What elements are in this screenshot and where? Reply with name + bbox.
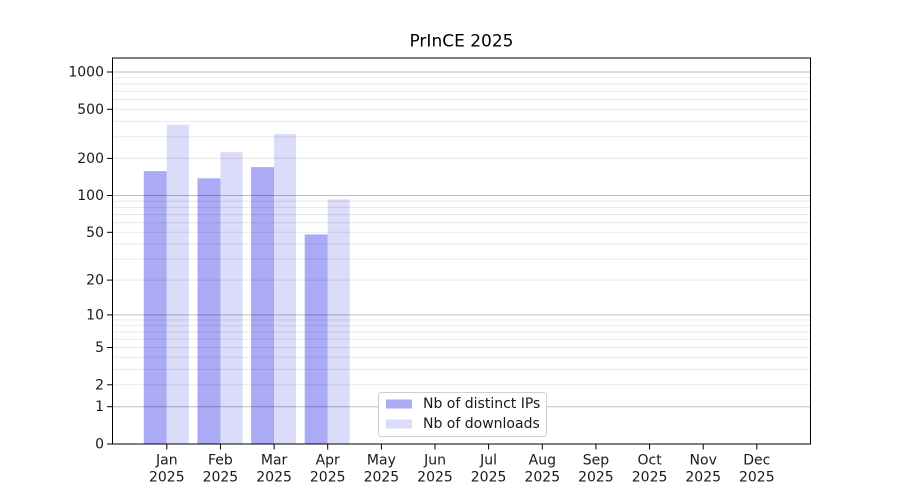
y-tick-label-200: 200 xyxy=(77,151,104,167)
x-tick-label-month-aug: Aug xyxy=(529,453,556,469)
x-tick-label-year-jul: 2025 xyxy=(471,470,507,486)
x-tick-label-year-dec: 2025 xyxy=(739,470,775,486)
labels-layer: 01251020501002005001000Jan2025Feb2025Mar… xyxy=(68,65,774,486)
x-tick-label-year-jun: 2025 xyxy=(417,470,453,486)
bar-distinct-ips-mar xyxy=(251,167,275,444)
legend-label-downloads: Nb of downloads xyxy=(423,416,540,432)
legend-swatch-distinct-ips xyxy=(386,399,412,409)
x-tick-label-month-feb: Feb xyxy=(208,453,233,469)
x-tick-label-month-sep: Sep xyxy=(583,453,610,469)
bar-downloads-jan xyxy=(166,124,189,444)
x-tick-label-year-may: 2025 xyxy=(364,470,400,486)
x-tick-label-month-mar: Mar xyxy=(261,453,288,469)
x-tick-label-month-nov: Nov xyxy=(690,453,717,469)
y-tick-label-500: 500 xyxy=(77,102,104,118)
bar-downloads-feb xyxy=(220,152,243,444)
x-tick-label-year-aug: 2025 xyxy=(524,470,560,486)
x-tick-label-year-oct: 2025 xyxy=(632,470,668,486)
legend-swatch-downloads xyxy=(386,419,412,429)
y-tick-label-10: 10 xyxy=(86,307,104,323)
y-tick-label-2: 2 xyxy=(95,377,104,393)
y-tick-label-50: 50 xyxy=(86,225,104,241)
bar-distinct-ips-feb xyxy=(197,178,221,445)
y-tick-label-0: 0 xyxy=(95,437,104,453)
x-tick-label-month-oct: Oct xyxy=(637,453,662,469)
x-tick-label-year-sep: 2025 xyxy=(578,470,614,486)
x-tick-label-month-apr: Apr xyxy=(316,453,340,469)
legend: Nb of distinct IPs Nb of downloads xyxy=(378,392,547,437)
axes-layer xyxy=(107,57,811,450)
x-tick-label-month-jun: Jun xyxy=(423,453,446,469)
plot-border xyxy=(112,57,811,445)
x-tick-label-year-apr: 2025 xyxy=(310,470,346,486)
legend-box xyxy=(378,392,547,437)
y-tick-label-20: 20 xyxy=(86,273,104,289)
bar-distinct-ips-jan xyxy=(143,171,167,444)
x-tick-label-month-dec: Dec xyxy=(743,453,770,469)
x-tick-label-year-nov: 2025 xyxy=(685,470,721,486)
x-tick-label-month-may: May xyxy=(367,453,396,469)
gridlines-layer xyxy=(112,71,811,408)
bar-downloads-apr xyxy=(327,199,350,444)
legend-label-distinct-ips: Nb of distinct IPs xyxy=(423,396,540,412)
x-tick-label-month-jul: Jul xyxy=(479,453,497,469)
y-tick-label-5: 5 xyxy=(95,340,104,356)
y-tick-label-1000: 1000 xyxy=(68,65,104,81)
bar-distinct-ips-apr xyxy=(304,234,328,444)
bar-downloads-mar xyxy=(274,134,297,444)
x-tick-label-month-jan: Jan xyxy=(155,453,178,469)
chart-title: PrInCE 2025 xyxy=(409,32,513,52)
x-tick-label-year-jan: 2025 xyxy=(149,470,185,486)
x-tick-label-year-mar: 2025 xyxy=(256,470,292,486)
y-tick-label-100: 100 xyxy=(77,188,104,204)
x-tick-label-year-feb: 2025 xyxy=(203,470,239,486)
y-tick-label-1: 1 xyxy=(95,399,104,415)
bars-layer xyxy=(143,124,350,445)
